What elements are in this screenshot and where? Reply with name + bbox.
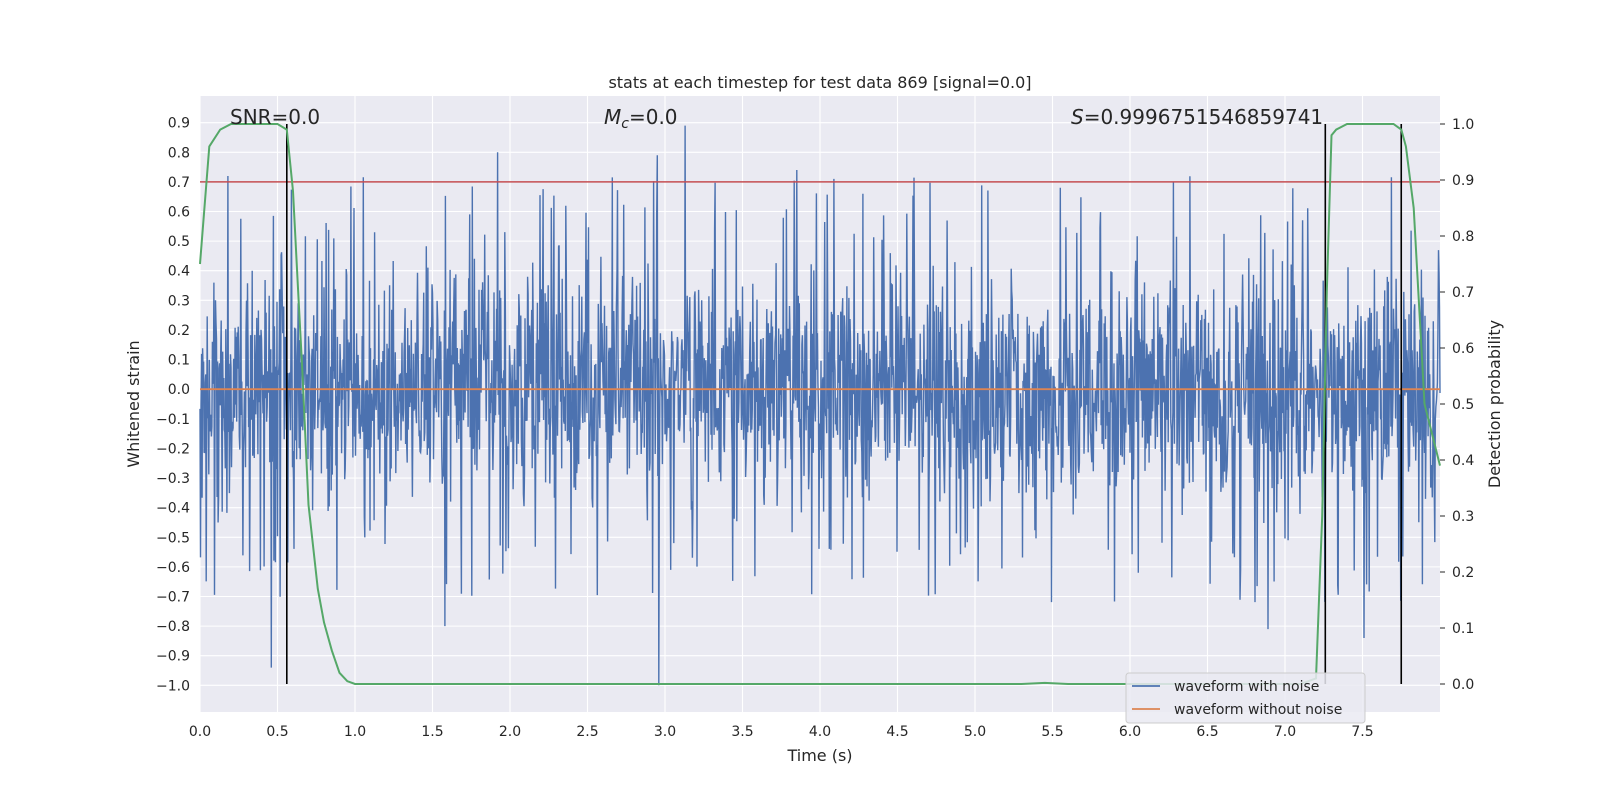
waveform-with-noise-line bbox=[199, 125, 1441, 686]
mc-subscript: c bbox=[621, 116, 629, 132]
y-tick-label: 0.1 bbox=[168, 353, 190, 369]
x-tick-label: 6.0 bbox=[1119, 724, 1141, 740]
y-tick-label: −0.2 bbox=[156, 441, 190, 457]
y-tick-label: −1.0 bbox=[156, 678, 190, 694]
overlay-series bbox=[199, 123, 1441, 685]
s-value: =0.9996751546859741 bbox=[1084, 105, 1323, 129]
legend: waveform with noise waveform without noi… bbox=[1125, 672, 1366, 724]
y-tick-label: 0.4 bbox=[168, 264, 190, 280]
y-tick-label: 0.2 bbox=[168, 323, 190, 339]
y2-axis-label: Detection probability bbox=[1485, 320, 1504, 488]
y2-tick-label: 0.5 bbox=[1452, 397, 1474, 413]
y-tick-label: −0.8 bbox=[156, 619, 190, 635]
y-tick-label: 0.0 bbox=[168, 382, 190, 398]
legend-label-clean: waveform without noise bbox=[1174, 702, 1342, 718]
y2-tick-label: 0.4 bbox=[1452, 453, 1474, 469]
y-tick-label: 0.5 bbox=[168, 234, 190, 250]
axes: 0.0 0.5 1.0 1.5 2.0 2.5 3.0 3.5 4.0 4.5 5.0 5.5 6.0 6… bbox=[156, 116, 1474, 740]
y2-tick-label: 0.6 bbox=[1452, 341, 1474, 357]
y2-tick-label: 0.0 bbox=[1452, 677, 1474, 693]
y2-tick-label: 0.9 bbox=[1452, 173, 1474, 189]
noise-series bbox=[199, 125, 1441, 686]
y-axis-label: Whitened strain bbox=[124, 340, 143, 467]
x-tick-label: 5.0 bbox=[964, 724, 986, 740]
y2-tick-label: 0.7 bbox=[1452, 285, 1474, 301]
y-tick-label: −0.3 bbox=[156, 471, 190, 487]
y2-tick-label: 0.1 bbox=[1452, 621, 1474, 637]
y-tick-label: 0.7 bbox=[168, 175, 190, 191]
x-tick-label: 3.0 bbox=[654, 724, 676, 740]
y2-tick-label: 1.0 bbox=[1452, 117, 1474, 133]
y2-tick-label: 0.8 bbox=[1452, 229, 1474, 245]
mc-value: =0.0 bbox=[629, 105, 678, 129]
x-tick-label: 4.5 bbox=[886, 724, 908, 740]
x-tick-label: 2.0 bbox=[499, 724, 521, 740]
x-tick-label: 5.5 bbox=[1041, 724, 1063, 740]
x-tick-label: 0.0 bbox=[189, 724, 211, 740]
x-tick-label: 4.0 bbox=[809, 724, 831, 740]
y-tick-label: 0.9 bbox=[168, 116, 190, 132]
y2-tick-label: 0.3 bbox=[1452, 509, 1474, 525]
y-tick-label: 0.8 bbox=[168, 145, 190, 161]
y-tick-label: −0.7 bbox=[156, 590, 190, 606]
chart-title: stats at each timestep for test data 869… bbox=[608, 73, 1031, 92]
mc-annotation: Mc=0.0 bbox=[604, 105, 678, 132]
s-annotation: S=0.9996751546859741 bbox=[1071, 105, 1323, 129]
s-symbol: S bbox=[1071, 105, 1084, 129]
x-tick-label: 2.5 bbox=[576, 724, 598, 740]
y-tick-label: −0.5 bbox=[156, 530, 190, 546]
x-tick-label: 1.5 bbox=[421, 724, 443, 740]
y-tick-label: −0.1 bbox=[156, 412, 190, 428]
x-tick-label: 7.0 bbox=[1274, 724, 1296, 740]
x-tick-label: 3.5 bbox=[731, 724, 753, 740]
x-axis-label: Time (s) bbox=[786, 746, 852, 765]
snr-annotation: SNR=0.0 bbox=[230, 105, 320, 129]
y-tick-label: −0.4 bbox=[156, 501, 190, 517]
x-tick-label: 6.5 bbox=[1196, 724, 1218, 740]
y-tick-label: −0.6 bbox=[156, 560, 190, 576]
y2-tick-label: 0.2 bbox=[1452, 565, 1474, 581]
mc-symbol: M bbox=[604, 105, 621, 129]
y-tick-label: −0.9 bbox=[156, 649, 190, 665]
detection-probability-line bbox=[199, 123, 1441, 685]
x-tick-label: 7.5 bbox=[1351, 724, 1373, 740]
legend-label-noise: waveform with noise bbox=[1174, 679, 1319, 695]
x-tick-label: 1.0 bbox=[344, 724, 366, 740]
y-tick-label: 0.3 bbox=[168, 293, 190, 309]
legend-box bbox=[1125, 672, 1366, 724]
y-tick-label: 0.6 bbox=[168, 205, 190, 221]
x-tick-label: 0.5 bbox=[266, 724, 288, 740]
